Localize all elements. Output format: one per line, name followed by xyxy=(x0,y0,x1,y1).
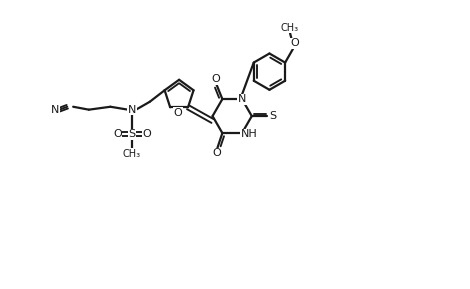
Text: CH₃: CH₃ xyxy=(123,149,141,159)
Text: N: N xyxy=(128,105,136,115)
Text: NH: NH xyxy=(241,129,257,139)
Text: O: O xyxy=(142,129,151,139)
Text: CH₃: CH₃ xyxy=(281,23,299,33)
Text: O: O xyxy=(290,38,299,49)
Text: O: O xyxy=(211,74,220,84)
Text: O: O xyxy=(173,108,182,118)
Text: O: O xyxy=(212,148,221,158)
Text: N: N xyxy=(238,94,246,104)
Text: N: N xyxy=(51,105,60,115)
Text: S: S xyxy=(128,129,135,139)
Text: O: O xyxy=(113,129,122,139)
Text: S: S xyxy=(269,111,276,121)
